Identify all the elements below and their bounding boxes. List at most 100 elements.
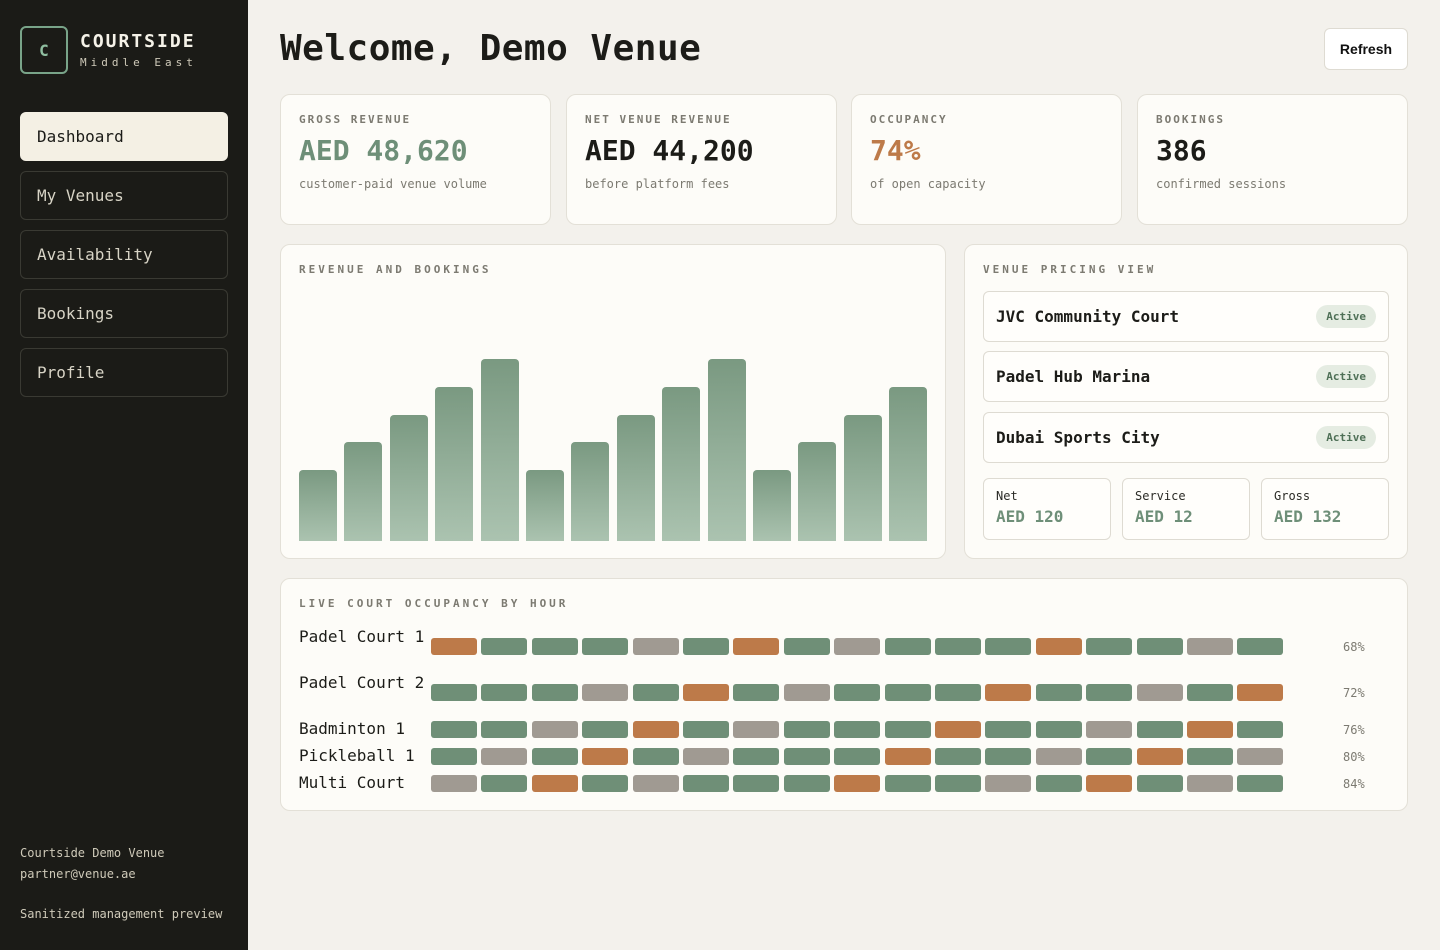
- sidebar-footer: Courtside Demo Venue partner@venue.ae Sa…: [20, 843, 222, 925]
- occupancy-cell[interactable]: [783, 721, 830, 738]
- venue-row[interactable]: Padel Hub Marina Active: [983, 351, 1389, 402]
- sidebar-item-dashboard[interactable]: Dashboard: [20, 112, 228, 161]
- occupancy-cell[interactable]: [1086, 748, 1133, 765]
- occupancy-cell[interactable]: [935, 721, 981, 738]
- occupancy-cell[interactable]: [783, 748, 830, 765]
- occupancy-cell[interactable]: [884, 748, 931, 765]
- occupancy-cell[interactable]: [985, 684, 1032, 701]
- occupancy-cell[interactable]: [985, 775, 1032, 792]
- occupancy-cell[interactable]: [481, 638, 528, 655]
- occupancy-cell[interactable]: [683, 721, 729, 738]
- occupancy-cell[interactable]: [733, 638, 780, 655]
- occupancy-cell[interactable]: [935, 748, 981, 765]
- stat-value: 74%: [870, 134, 921, 167]
- occupancy-cell[interactable]: [783, 684, 830, 701]
- occupancy-cell[interactable]: [985, 748, 1032, 765]
- occupancy-cell[interactable]: [1086, 684, 1133, 701]
- occupancy-cell[interactable]: [481, 684, 528, 701]
- occupancy-cell[interactable]: [884, 775, 931, 792]
- occupancy-cell[interactable]: [683, 748, 729, 765]
- occupancy-cell[interactable]: [935, 775, 981, 792]
- sidebar-item-availability[interactable]: Availability: [20, 230, 228, 279]
- occupancy-cell[interactable]: [531, 684, 578, 701]
- occupancy-cell[interactable]: [1237, 684, 1284, 701]
- occupancy-cell[interactable]: [935, 684, 981, 701]
- occupancy-cell[interactable]: [431, 775, 477, 792]
- occupancy-cell[interactable]: [834, 775, 881, 792]
- occupancy-cell[interactable]: [1187, 721, 1233, 738]
- occupancy-cell[interactable]: [1237, 721, 1284, 738]
- occupancy-cell[interactable]: [632, 638, 679, 655]
- occupancy-cell[interactable]: [1136, 775, 1183, 792]
- occupancy-cell[interactable]: [582, 684, 629, 701]
- occupancy-cell[interactable]: [783, 638, 830, 655]
- occupancy-cell[interactable]: [884, 684, 931, 701]
- occupancy-cell[interactable]: [1035, 775, 1082, 792]
- venue-row[interactable]: Dubai Sports City Active: [983, 412, 1389, 463]
- occupancy-cell[interactable]: [834, 638, 881, 655]
- occupancy-cell[interactable]: [481, 775, 528, 792]
- sidebar-item-profile[interactable]: Profile: [20, 348, 228, 397]
- venue-row[interactable]: JVC Community Court Active: [983, 291, 1389, 342]
- occupancy-cell[interactable]: [431, 638, 477, 655]
- occupancy-cell[interactable]: [1237, 775, 1284, 792]
- occupancy-cell[interactable]: [1035, 748, 1082, 765]
- occupancy-cell[interactable]: [431, 721, 477, 738]
- occupancy-cell[interactable]: [683, 775, 729, 792]
- occupancy-cell[interactable]: [531, 721, 578, 738]
- chart-bar: [389, 415, 428, 541]
- occupancy-cell[interactable]: [985, 638, 1032, 655]
- occupancy-cell[interactable]: [1086, 721, 1133, 738]
- occupancy-cell[interactable]: [632, 748, 679, 765]
- occupancy-cell[interactable]: [834, 721, 881, 738]
- occupancy-cell[interactable]: [1136, 721, 1183, 738]
- occupancy-cell[interactable]: [733, 684, 780, 701]
- occupancy-cell[interactable]: [1086, 775, 1133, 792]
- occupancy-cell[interactable]: [683, 684, 729, 701]
- occupancy-cell[interactable]: [481, 721, 528, 738]
- occupancy-cell[interactable]: [1187, 638, 1233, 655]
- occupancy-cell[interactable]: [582, 721, 629, 738]
- occupancy-cell[interactable]: [1086, 638, 1133, 655]
- occupancy-cell[interactable]: [632, 775, 679, 792]
- occupancy-cell[interactable]: [481, 748, 528, 765]
- occupancy-cell[interactable]: [431, 684, 477, 701]
- occupancy-cell[interactable]: [582, 775, 629, 792]
- occupancy-cell[interactable]: [582, 638, 629, 655]
- occupancy-cell[interactable]: [531, 748, 578, 765]
- occupancy-cell[interactable]: [834, 748, 881, 765]
- occupancy-cell[interactable]: [1136, 684, 1183, 701]
- sidebar-item-my-venues[interactable]: My Venues: [20, 171, 228, 220]
- occupancy-cell[interactable]: [1035, 684, 1082, 701]
- brand[interactable]: C COURTSIDE Middle East: [20, 26, 197, 74]
- occupancy-cell[interactable]: [632, 684, 679, 701]
- occupancy-cell[interactable]: [733, 748, 780, 765]
- occupancy-cell[interactable]: [683, 638, 729, 655]
- occupancy-cell[interactable]: [1136, 638, 1183, 655]
- occupancy-cell[interactable]: [834, 684, 881, 701]
- occupancy-cell[interactable]: [733, 721, 780, 738]
- occupancy-cell[interactable]: [884, 638, 931, 655]
- occupancy-cell[interactable]: [733, 775, 780, 792]
- occupancy-cell[interactable]: [531, 775, 578, 792]
- occupancy-cell[interactable]: [884, 721, 931, 738]
- occupancy-cell[interactable]: [935, 638, 981, 655]
- sidebar-item-bookings[interactable]: Bookings: [20, 289, 228, 338]
- occupancy-cell[interactable]: [1187, 748, 1233, 765]
- occupancy-cell[interactable]: [632, 721, 679, 738]
- occupancy-cell[interactable]: [1187, 684, 1233, 701]
- occupancy-cell[interactable]: [582, 748, 629, 765]
- venue-pricing-panel: VENUE PRICING VIEW JVC Community Court A…: [964, 244, 1408, 559]
- occupancy-cell[interactable]: [1035, 638, 1082, 655]
- occupancy-cell[interactable]: [1136, 748, 1183, 765]
- occupancy-cell[interactable]: [1035, 721, 1082, 738]
- occupancy-cell[interactable]: [783, 775, 830, 792]
- occupancy-cell[interactable]: [1237, 748, 1284, 765]
- occupancy-cell[interactable]: [431, 748, 477, 765]
- sidebar-nav: Dashboard My Venues Availability Booking…: [20, 112, 228, 407]
- occupancy-cell[interactable]: [1187, 775, 1233, 792]
- occupancy-cell[interactable]: [1237, 638, 1284, 655]
- refresh-button[interactable]: Refresh: [1324, 28, 1408, 70]
- occupancy-cell[interactable]: [985, 721, 1032, 738]
- occupancy-cell[interactable]: [531, 638, 578, 655]
